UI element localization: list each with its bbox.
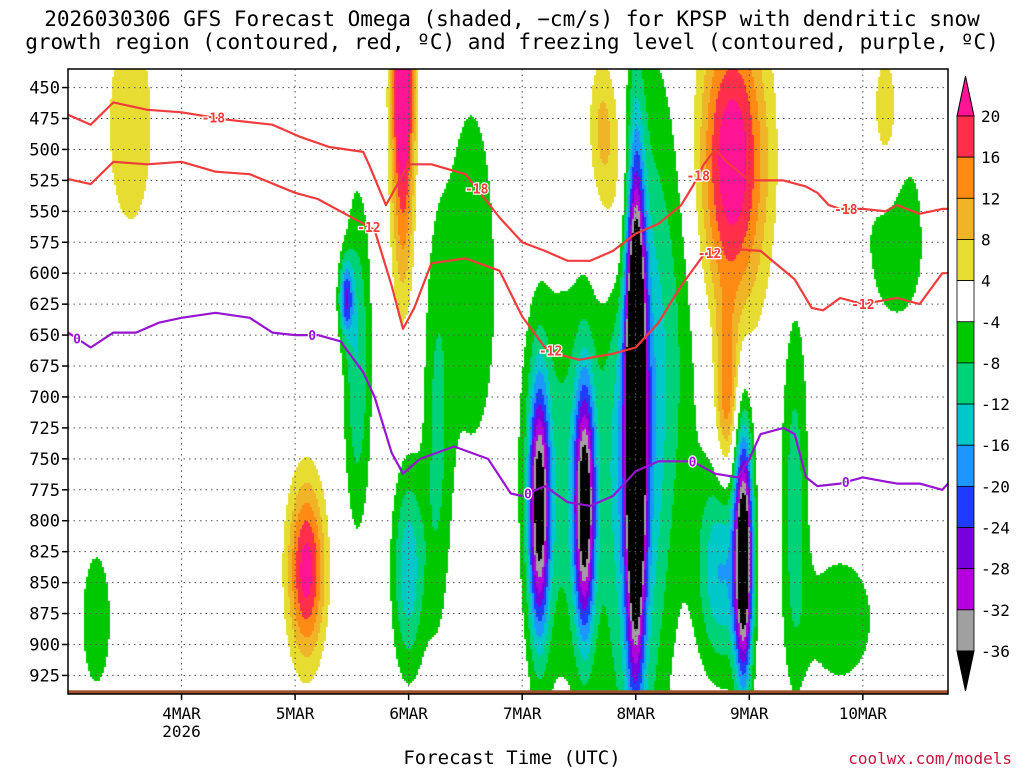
y-tick-label: 850 xyxy=(29,574,60,594)
contour-0-line xyxy=(67,311,949,507)
contour-lines: -18 -18 -18 -18 -12 -12 -12 -12 0 0 0 0 0 xyxy=(67,101,949,507)
y-tick-label: 475 xyxy=(29,110,60,130)
y-tick-label: 875 xyxy=(29,605,60,625)
contour-label: -18 xyxy=(202,112,226,127)
x-tick-label: 8MAR xyxy=(616,704,655,723)
contour-label: -12 xyxy=(698,247,721,262)
colorbar-label: -8 xyxy=(981,354,1000,373)
colorbar-label: -24 xyxy=(981,519,1010,538)
colorbar-band xyxy=(956,403,975,446)
y-tick-label: 750 xyxy=(29,450,60,470)
colorbar-label: 16 xyxy=(981,148,1000,167)
colorbar-label: -36 xyxy=(981,642,1010,661)
colorbar-band xyxy=(956,568,975,611)
colorbar-band xyxy=(956,444,975,487)
contour-label: 0 xyxy=(524,488,532,503)
contour-label: -18 xyxy=(465,183,489,198)
x-tick-label: 7MAR xyxy=(503,704,542,723)
x-tick-label: 5MAR xyxy=(276,704,315,723)
y-tick-label: 600 xyxy=(29,264,60,284)
colorbar-label: 4 xyxy=(981,272,991,291)
colorbar-label: 20 xyxy=(981,107,1000,126)
colorbar-band xyxy=(956,280,975,323)
x-tick-sublabel: 2026 xyxy=(162,722,201,741)
contour-minus-12-line xyxy=(67,160,948,361)
chart-title-line-2: growth region (contoured, red, ºC) and f… xyxy=(25,30,999,54)
y-tick-label: 900 xyxy=(29,635,60,655)
credit-text: coolwx.com/models xyxy=(848,749,1012,768)
contour-label: -12 xyxy=(539,345,562,360)
colorbar-band xyxy=(956,115,975,158)
contour-label: -12 xyxy=(357,221,380,236)
colorbar-band xyxy=(956,156,975,199)
x-tick-label: 10MAR xyxy=(839,704,888,723)
colorbar-label: -20 xyxy=(981,477,1010,496)
y-tick-label: 925 xyxy=(29,666,60,686)
y-tick-label: 500 xyxy=(29,140,60,160)
contour-label: 0 xyxy=(308,329,316,344)
y-tick-label: 775 xyxy=(29,481,60,501)
chart-title-line-1: 2026030306 GFS Forecast Omega (shaded, −… xyxy=(44,7,980,31)
y-tick-label: 800 xyxy=(29,512,60,532)
plot-frame xyxy=(67,68,949,695)
y-tick-label: 625 xyxy=(29,295,60,315)
y-tick-label: 700 xyxy=(29,388,60,408)
contour-label: 0 xyxy=(842,476,850,491)
ground-surface xyxy=(68,690,948,694)
colorbar-band xyxy=(956,527,975,570)
y-tick-label: 650 xyxy=(29,326,60,346)
colorbar-label: -16 xyxy=(981,436,1010,455)
colorbar-bottom-arrow xyxy=(956,650,975,692)
x-tick-label: 9MAR xyxy=(730,704,769,723)
colorbar-band xyxy=(956,485,975,528)
x-tick-label: 4MAR xyxy=(162,704,201,723)
y-tick-label: 550 xyxy=(29,202,60,222)
contour-minus-18-line xyxy=(67,101,948,262)
colorbar-label: 8 xyxy=(981,230,991,249)
omega-shading xyxy=(68,69,948,694)
y-tick-label: 575 xyxy=(29,233,60,253)
x-tick-label: 6MAR xyxy=(389,704,428,723)
y-tick-label: 675 xyxy=(29,357,60,377)
contour-label: -18 xyxy=(834,203,858,218)
colorbar-label: -4 xyxy=(981,313,1000,332)
colorbar-top-arrow xyxy=(956,75,975,117)
colorbar-band xyxy=(956,609,975,652)
colorbar-legend: 20 16 12 8 4 -4 -8 -12 -16 -20 -24 -28 -32 -36 xyxy=(956,75,1010,692)
y-tick-label: 525 xyxy=(29,171,60,191)
y-tick-label: 450 xyxy=(29,79,60,99)
contour-label: 0 xyxy=(73,333,81,348)
y-axis: 450 475 500 525 550 575 600 625 650 675 700 725 750 7… xyxy=(29,79,68,686)
colorbar-label: 12 xyxy=(981,189,1000,208)
contour-label: -18 xyxy=(686,169,710,184)
colorbar-label: -32 xyxy=(981,601,1010,620)
y-tick-label: 725 xyxy=(29,419,60,439)
colorbar-label: -12 xyxy=(981,395,1010,414)
y-tick-label: 825 xyxy=(29,543,60,563)
contour-label: -12 xyxy=(851,298,874,313)
colorbar-band xyxy=(956,321,975,364)
contour-label: 0 xyxy=(689,455,697,470)
colorbar-band xyxy=(956,197,975,240)
colorbar-band xyxy=(956,362,975,405)
colorbar-band xyxy=(956,239,975,282)
x-axis-title: Forecast Time (UTC) xyxy=(403,747,621,769)
colorbar-label: -28 xyxy=(981,560,1010,579)
